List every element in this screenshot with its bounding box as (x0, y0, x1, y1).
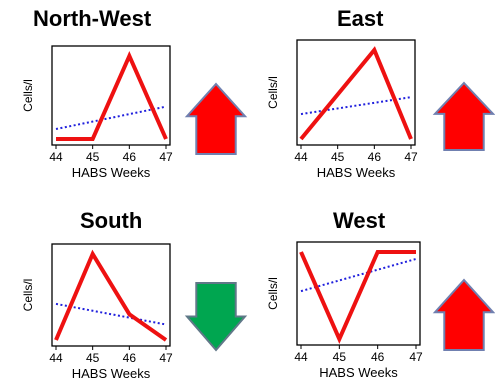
x-tick-label: 47 (159, 150, 173, 164)
series-line (56, 51, 168, 141)
y-axis-label: Cells/l (21, 79, 35, 112)
trend-line (55, 302, 167, 326)
y-axis-label: Cells/l (266, 76, 280, 109)
x-tick-label: 46 (123, 351, 137, 365)
plot-frame (296, 39, 416, 146)
x-tick-label: 46 (368, 150, 382, 164)
x-tick-label: 44 (294, 350, 308, 364)
x-tick-label: 47 (409, 350, 423, 364)
trend-line (300, 96, 412, 116)
chart-title: East (337, 6, 384, 31)
trend-line (300, 257, 417, 293)
plot-frame (51, 45, 171, 146)
x-axis-label: HABS Weeks (72, 366, 151, 381)
x-tick-label: 45 (333, 350, 347, 364)
x-tick-label: 44 (49, 150, 63, 164)
series-line (299, 250, 416, 344)
x-tick-label: 45 (86, 351, 100, 365)
x-tick-label: 46 (371, 350, 385, 364)
x-tick-label: 45 (86, 150, 100, 164)
green-down-arrow-icon (184, 282, 248, 352)
series-line (54, 249, 168, 342)
red-up-arrow-icon (432, 81, 495, 151)
x-tick-label: 44 (49, 351, 63, 365)
x-axis-label: HABS Weeks (72, 165, 151, 180)
x-tick-label: 46 (123, 150, 137, 164)
trend-line (55, 105, 167, 131)
chart-title: South (80, 208, 143, 233)
red-up-arrow-icon (184, 82, 248, 155)
chart-title: West (333, 208, 386, 233)
y-axis-label: Cells/l (266, 277, 280, 310)
plot-frame (296, 241, 421, 346)
x-tick-label: 47 (159, 351, 173, 365)
x-tick-label: 47 (404, 150, 418, 164)
chart-title: North-West (33, 6, 152, 31)
x-tick-label: 44 (294, 150, 308, 164)
x-tick-label: 45 (331, 150, 345, 164)
series-line (299, 46, 413, 141)
y-axis-label: Cells/l (21, 279, 35, 312)
red-up-arrow-icon (432, 278, 495, 351)
x-axis-label: HABS Weeks (319, 365, 398, 380)
x-axis-label: HABS Weeks (317, 165, 396, 180)
plot-frame (51, 243, 171, 347)
